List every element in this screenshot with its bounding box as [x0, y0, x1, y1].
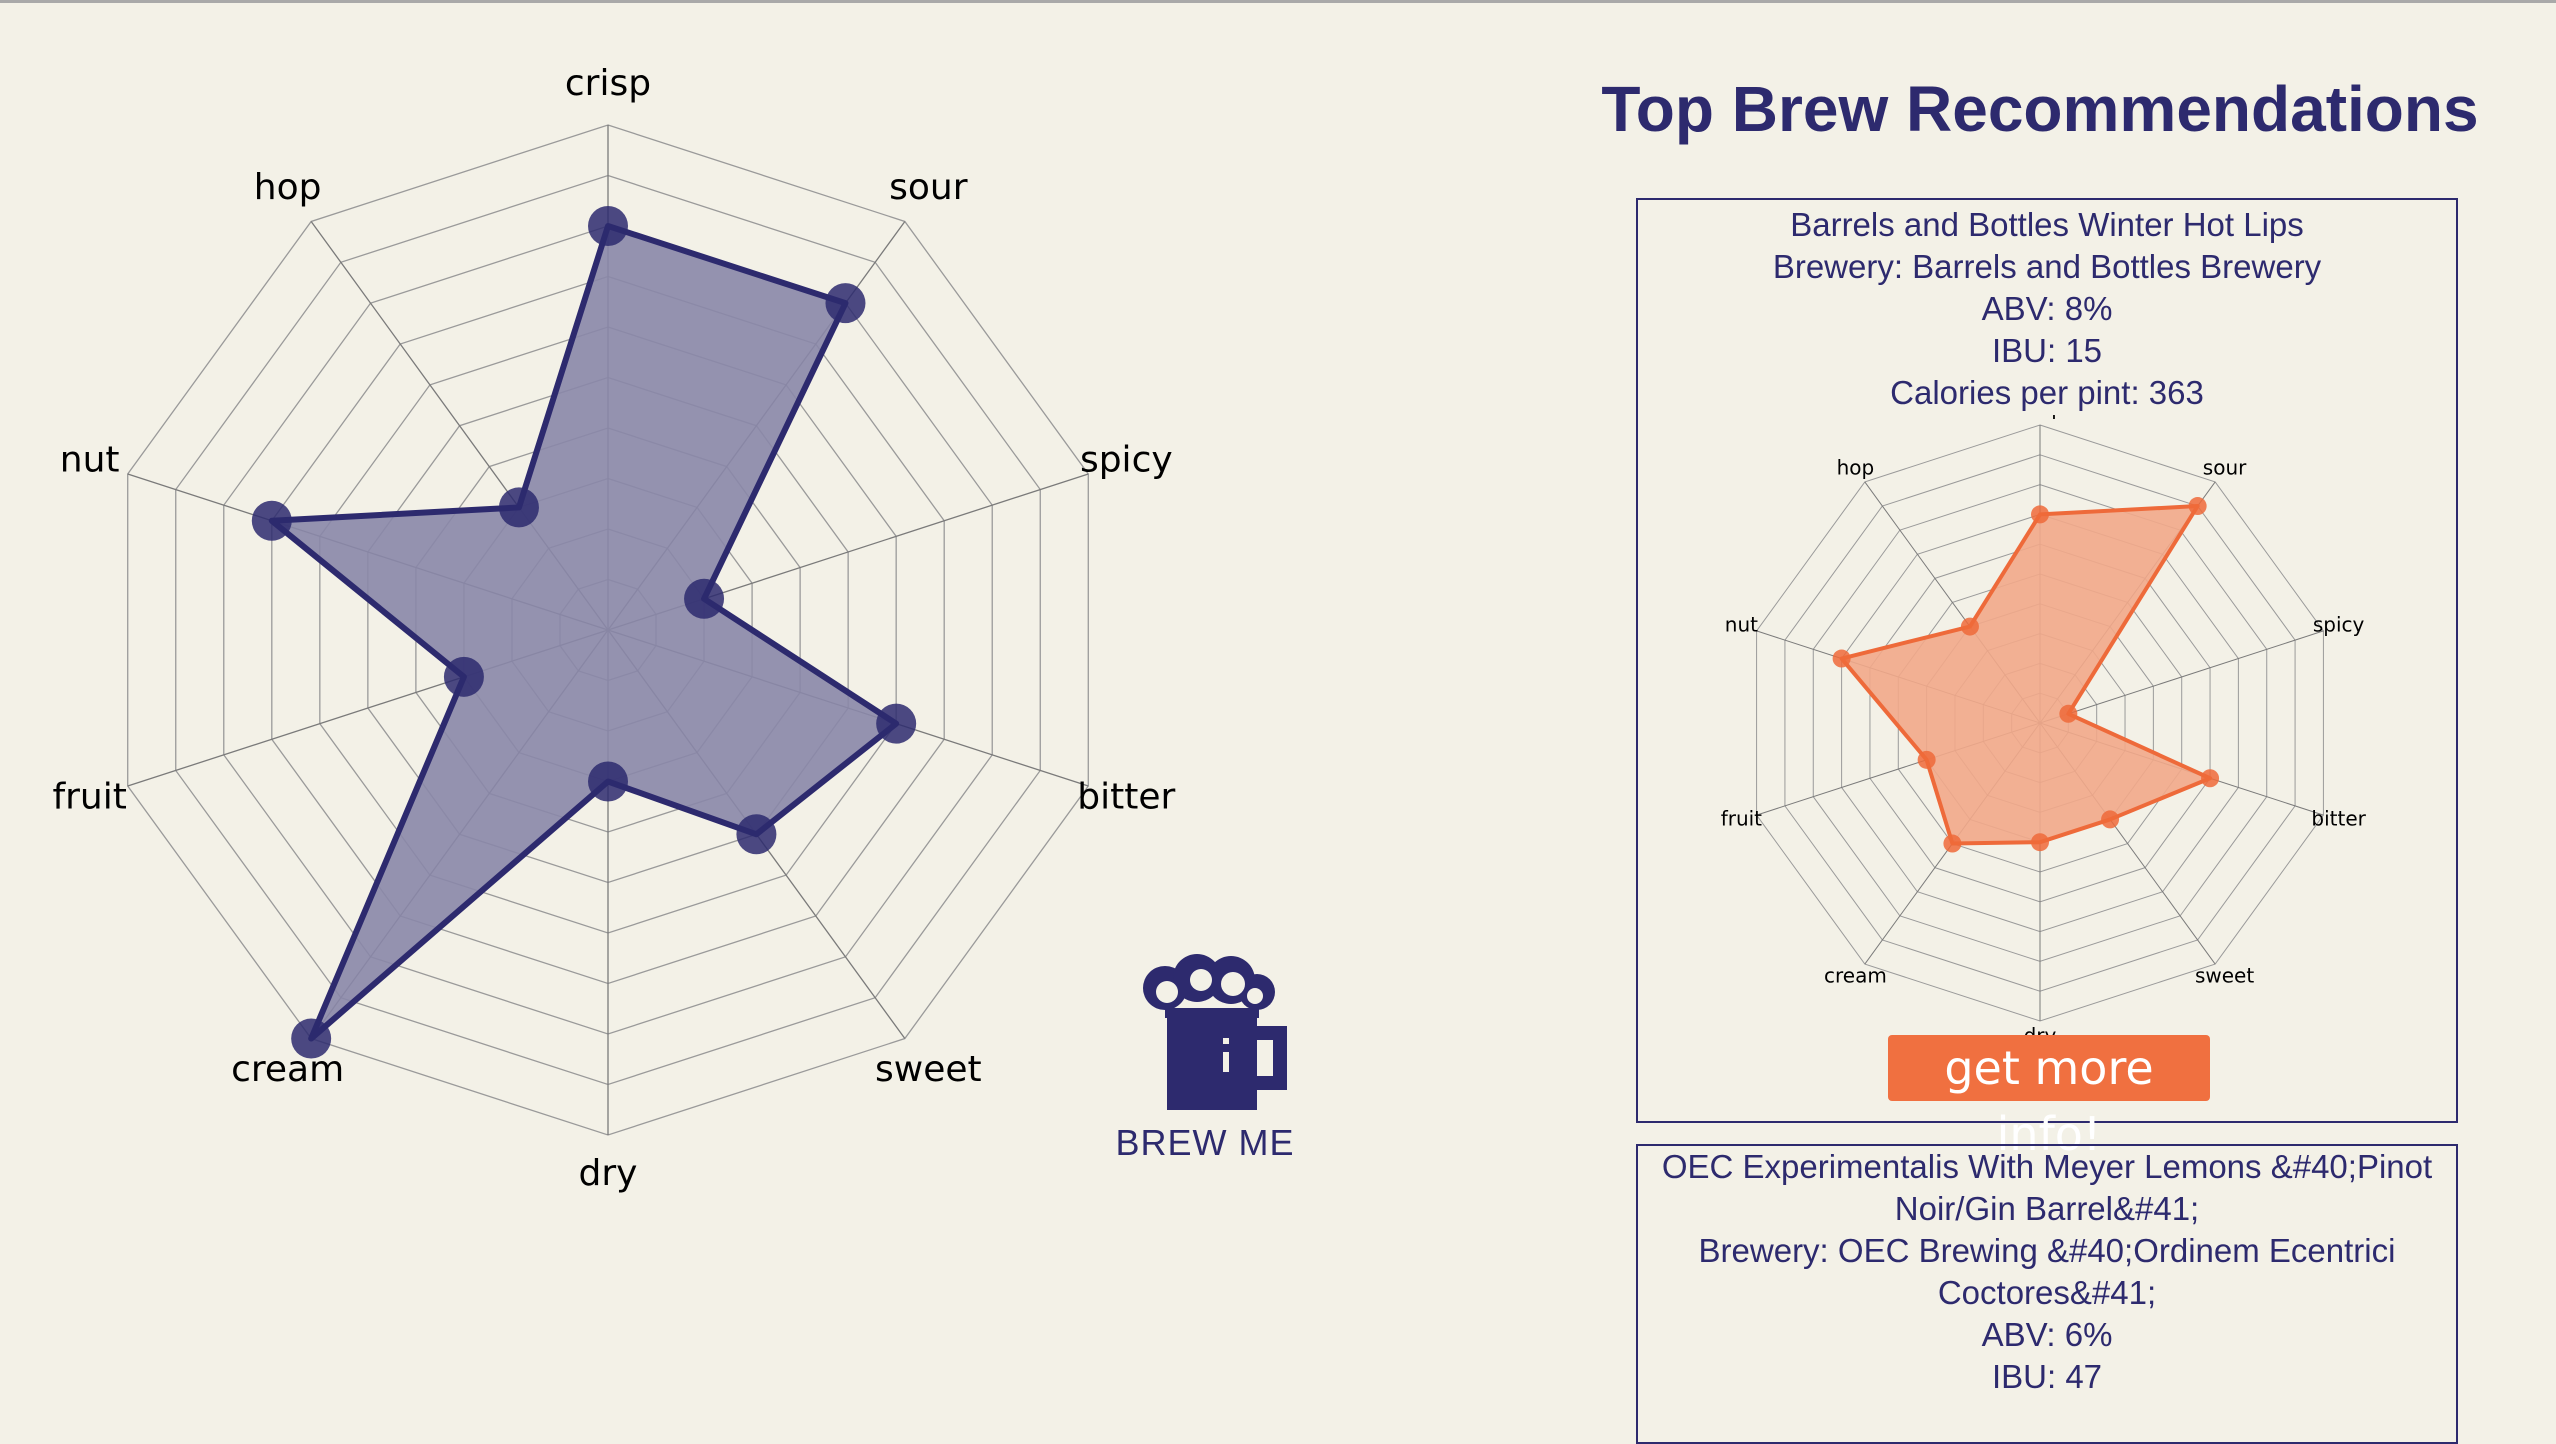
beer-axis-label-dry: dry: [2024, 1024, 2057, 1036]
ibu-value: IBU: 47: [1991, 1358, 2103, 1395]
beer-point-sweet: [2101, 810, 2120, 829]
beer-point-crisp: [2031, 505, 2049, 524]
beer-point-nut: [1832, 649, 1851, 668]
profile-value-area: [268, 223, 900, 1042]
profile-point-sour: [825, 283, 866, 324]
brew-me-label: BREW ME: [1115, 1122, 1295, 1163]
beer-axis-label-bitter: bitter: [2311, 807, 2366, 831]
profile-axis-label-cream: cream: [231, 1049, 344, 1090]
abv-value: ABV: 6%: [1981, 1316, 2113, 1353]
beer-axis-label-spicy: spicy: [2313, 612, 2365, 636]
beer-point-spicy: [2059, 704, 2078, 723]
profile-point-dry: [588, 761, 628, 802]
profile-point-cream: [291, 1018, 332, 1059]
get-more-info-button[interactable]: get more info!: [1888, 1035, 2210, 1161]
beer-name: Barrels and Bottles Winter Hot Lips: [1790, 206, 2304, 243]
profile-axis-label-bitter: bitter: [1077, 776, 1175, 817]
beer-axis-label-fruit: fruit: [1721, 807, 1762, 831]
beer-point-fruit: [1917, 750, 1936, 769]
profile-axis-label-sweet: sweet: [875, 1049, 982, 1090]
beer-point-sour: [2188, 497, 2207, 516]
profile-point-bitter: [876, 703, 917, 744]
brewery-name-line-1: Brewery: OEC Brewing &#40;Ordinem Ecentr…: [1698, 1232, 2396, 1269]
calories-value: Calories per pint: 363: [1890, 374, 2204, 411]
beer-axis-line: [2039, 630, 2324, 724]
profile-point-sweet: [736, 814, 777, 855]
beer-mug-icon: [1143, 954, 1287, 1110]
profile-point-spicy: [684, 578, 725, 619]
profile-axis-label-hop: hop: [254, 167, 322, 208]
brewery-name: Brewery: Barrels and Bottles Brewery: [1772, 248, 2322, 285]
profile-axis-label-nut: nut: [60, 440, 120, 481]
recommendation-card: OEC Experimentalis With Meyer Lemons &#4…: [1636, 1144, 2458, 1444]
profile-axis-label-dry: dry: [579, 1153, 638, 1194]
profile-point-crisp: [588, 206, 628, 246]
beer-point-dry: [2031, 833, 2049, 852]
recommendations-title: Top Brew Recommendations: [1601, 73, 2479, 145]
profile-axis-label-spicy: spicy: [1080, 440, 1173, 481]
beer-name-line-2: Noir/Gin Barrel&#41;: [1894, 1190, 2200, 1227]
beer-point-hop: [1960, 617, 1979, 636]
beer-value-area: [1839, 504, 2213, 846]
brewery-name-line-2: Coctores&#41;: [1937, 1274, 2157, 1311]
beer-axis-label-sour: sour: [2203, 455, 2247, 479]
beer-axis-label-hop: hop: [1837, 455, 1875, 479]
beer-axis-label-cream: cream: [1824, 964, 1887, 988]
top-divider: [0, 0, 2556, 3]
profile-axis-label-crisp: crisp: [565, 63, 651, 104]
beer-axis-label-crisp: crisp: [2016, 415, 2064, 420]
abv-value: ABV: 8%: [1981, 290, 2113, 327]
beer-axis-label-nut: nut: [1725, 612, 1758, 636]
beer-axis-label-sweet: sweet: [2195, 964, 2254, 988]
flavor-profile-radar[interactable]: crisp sour spicy bitter sweet dry cream fruit nu…: [0, 0, 1400, 1250]
beer-point-cream: [1943, 834, 1962, 853]
beer-name-line-1: OEC Experimentalis With Meyer Lemons &#4…: [1661, 1148, 2433, 1185]
profile-point-nut: [251, 500, 292, 541]
beer-flavor-radar: crisp sour spicy bitter sweet dry cream fruit nu…: [1721, 415, 2367, 1036]
profile-axis-label-sour: sour: [889, 167, 968, 208]
profile-point-fruit: [443, 656, 484, 697]
profile-axis-label-fruit: fruit: [52, 776, 126, 817]
recommendation-card: Barrels and Bottles Winter Hot Lips Brew…: [1636, 198, 2458, 1161]
profile-point-hop: [498, 487, 539, 528]
ibu-value: IBU: 15: [1991, 332, 2103, 369]
brew-me-button[interactable]: BREW ME: [1080, 950, 1330, 1180]
beer-point-bitter: [2201, 769, 2220, 788]
